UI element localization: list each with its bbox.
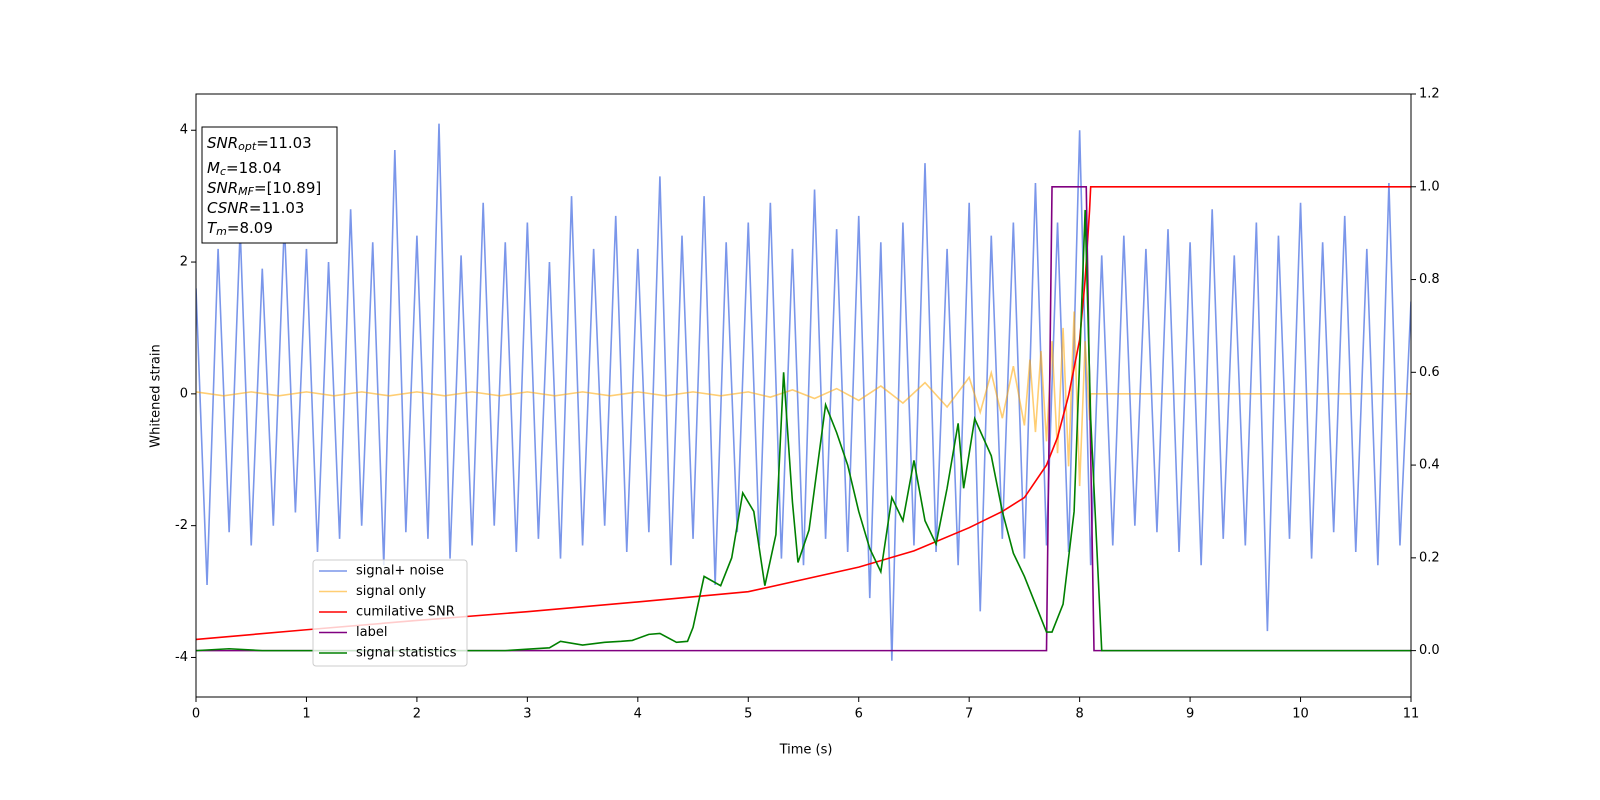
y-tick-label: 2: [180, 255, 188, 270]
x-tick-label: 1: [302, 707, 310, 722]
annotation-text: =18.04: [226, 159, 282, 177]
legend-label: label: [356, 625, 387, 640]
annotation-box: [201, 126, 338, 244]
legend-label: cumilative SNR: [356, 605, 455, 620]
series-line: [196, 209, 1411, 652]
annotation-line: Mc=18.04: [207, 159, 282, 179]
annotation-base: T: [207, 219, 218, 237]
x-tick-label: 2: [413, 707, 421, 722]
annotation-line: CSNR=11.03: [207, 199, 304, 217]
annotation-text: =11.03: [256, 134, 312, 152]
x-tick-label: 6: [855, 707, 863, 722]
annotation-base: CSNR: [207, 199, 249, 217]
x-axis-label: Time (s): [779, 743, 833, 758]
annotation-text: =8.09: [227, 219, 273, 237]
annotation-line: Tm=8.09: [207, 219, 273, 239]
x-tick-label: 10: [1292, 707, 1309, 722]
y2-tick-label: 0.2: [1419, 550, 1440, 565]
annotation-sub: c: [220, 165, 226, 178]
annotation-sub: opt: [238, 140, 257, 153]
series-line: [196, 123, 1411, 661]
y-axis-label: Whitened strain: [149, 344, 164, 447]
x-tick-label: 0: [192, 707, 200, 722]
annotation-line: SNRMF=[10.89]: [207, 179, 321, 199]
y2-tick-label: 0.0: [1419, 643, 1440, 658]
annotation-sub: m: [216, 225, 227, 238]
y-tick-label: -4: [175, 650, 188, 665]
annotation-text: =[10.89]: [254, 179, 321, 197]
x-tick-label: 9: [1186, 707, 1194, 722]
x-tick-label: 11: [1403, 707, 1420, 722]
annotation-text: =11.03: [249, 199, 305, 217]
annotation-sub: MF: [238, 185, 254, 198]
annotation-base: SNR: [207, 179, 238, 197]
legend-label: signal only: [356, 584, 426, 599]
x-tick-label: 8: [1075, 707, 1083, 722]
annotation-base: M: [207, 159, 220, 177]
y2-tick-label: 0.4: [1419, 458, 1440, 473]
legend-label: signal statistics: [356, 646, 457, 661]
plot-frame: [195, 93, 1412, 698]
legend-label: signal+ noise: [356, 564, 444, 579]
annotation-line: SNRopt=11.03: [207, 134, 312, 154]
x-tick-label: 3: [523, 707, 531, 722]
series-line: [196, 311, 1411, 487]
x-tick-label: 4: [634, 707, 642, 722]
y2-tick-label: 1.2: [1419, 87, 1440, 102]
x-tick-label: 5: [744, 707, 752, 722]
y-tick-label: 4: [180, 123, 188, 138]
y2-tick-label: 0.6: [1419, 365, 1440, 380]
y2-tick-label: 0.8: [1419, 272, 1440, 287]
y-tick-label: -2: [175, 518, 188, 533]
legend-box: [312, 559, 468, 667]
y-tick-label: 0: [180, 386, 188, 401]
annotation-base: SNR: [207, 134, 238, 152]
x-tick-label: 7: [965, 707, 973, 722]
y2-tick-label: 1.0: [1419, 179, 1440, 194]
